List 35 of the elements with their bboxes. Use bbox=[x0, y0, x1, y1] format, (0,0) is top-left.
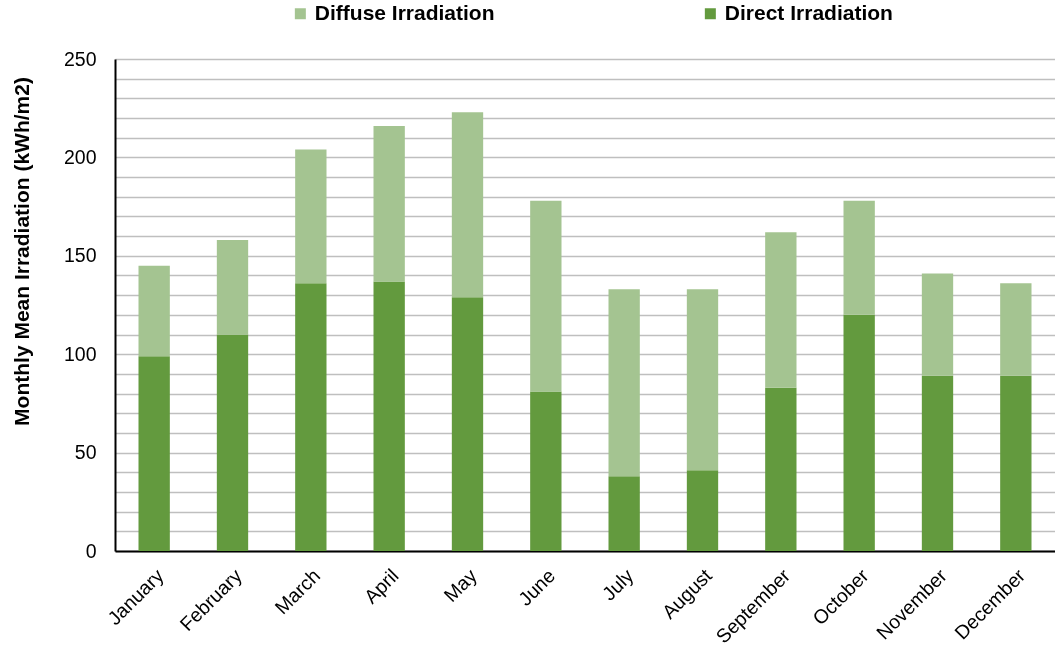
bar bbox=[921, 273, 954, 376]
bar bbox=[451, 297, 484, 551]
bar bbox=[216, 240, 249, 335]
y-tick-label: 150 bbox=[63, 244, 97, 267]
legend-label: Diffuse Irradiation bbox=[314, 0, 495, 24]
y-tick-label: 250 bbox=[63, 47, 97, 70]
bar bbox=[373, 281, 405, 551]
bar bbox=[530, 200, 562, 392]
bar bbox=[451, 112, 484, 298]
bar bbox=[1000, 283, 1032, 376]
bar bbox=[138, 356, 170, 551]
bar bbox=[530, 391, 562, 551]
bar bbox=[608, 289, 640, 477]
x-tick-label: July bbox=[597, 564, 638, 605]
bar bbox=[373, 125, 405, 282]
bar bbox=[686, 470, 719, 551]
bar bbox=[686, 289, 719, 471]
y-tick-label: 100 bbox=[63, 342, 97, 365]
bar bbox=[295, 283, 327, 551]
legend-label: Direct Irradiation bbox=[724, 0, 893, 24]
y-tick-label: 0 bbox=[85, 539, 97, 562]
bar bbox=[1000, 375, 1032, 551]
y-axis-title: Monthly Mean Irradiation (kWh/m2) bbox=[9, 77, 33, 426]
y-tick-label: 200 bbox=[63, 145, 97, 168]
bar bbox=[765, 232, 797, 388]
bar bbox=[295, 149, 327, 284]
x-tick-label: May bbox=[439, 564, 482, 606]
y-tick-label: 50 bbox=[74, 441, 97, 464]
bar bbox=[216, 334, 249, 551]
bar bbox=[921, 375, 954, 551]
bar bbox=[138, 265, 170, 357]
bar bbox=[843, 314, 875, 551]
bar bbox=[843, 200, 875, 315]
bar bbox=[608, 476, 640, 551]
bar bbox=[765, 387, 797, 551]
